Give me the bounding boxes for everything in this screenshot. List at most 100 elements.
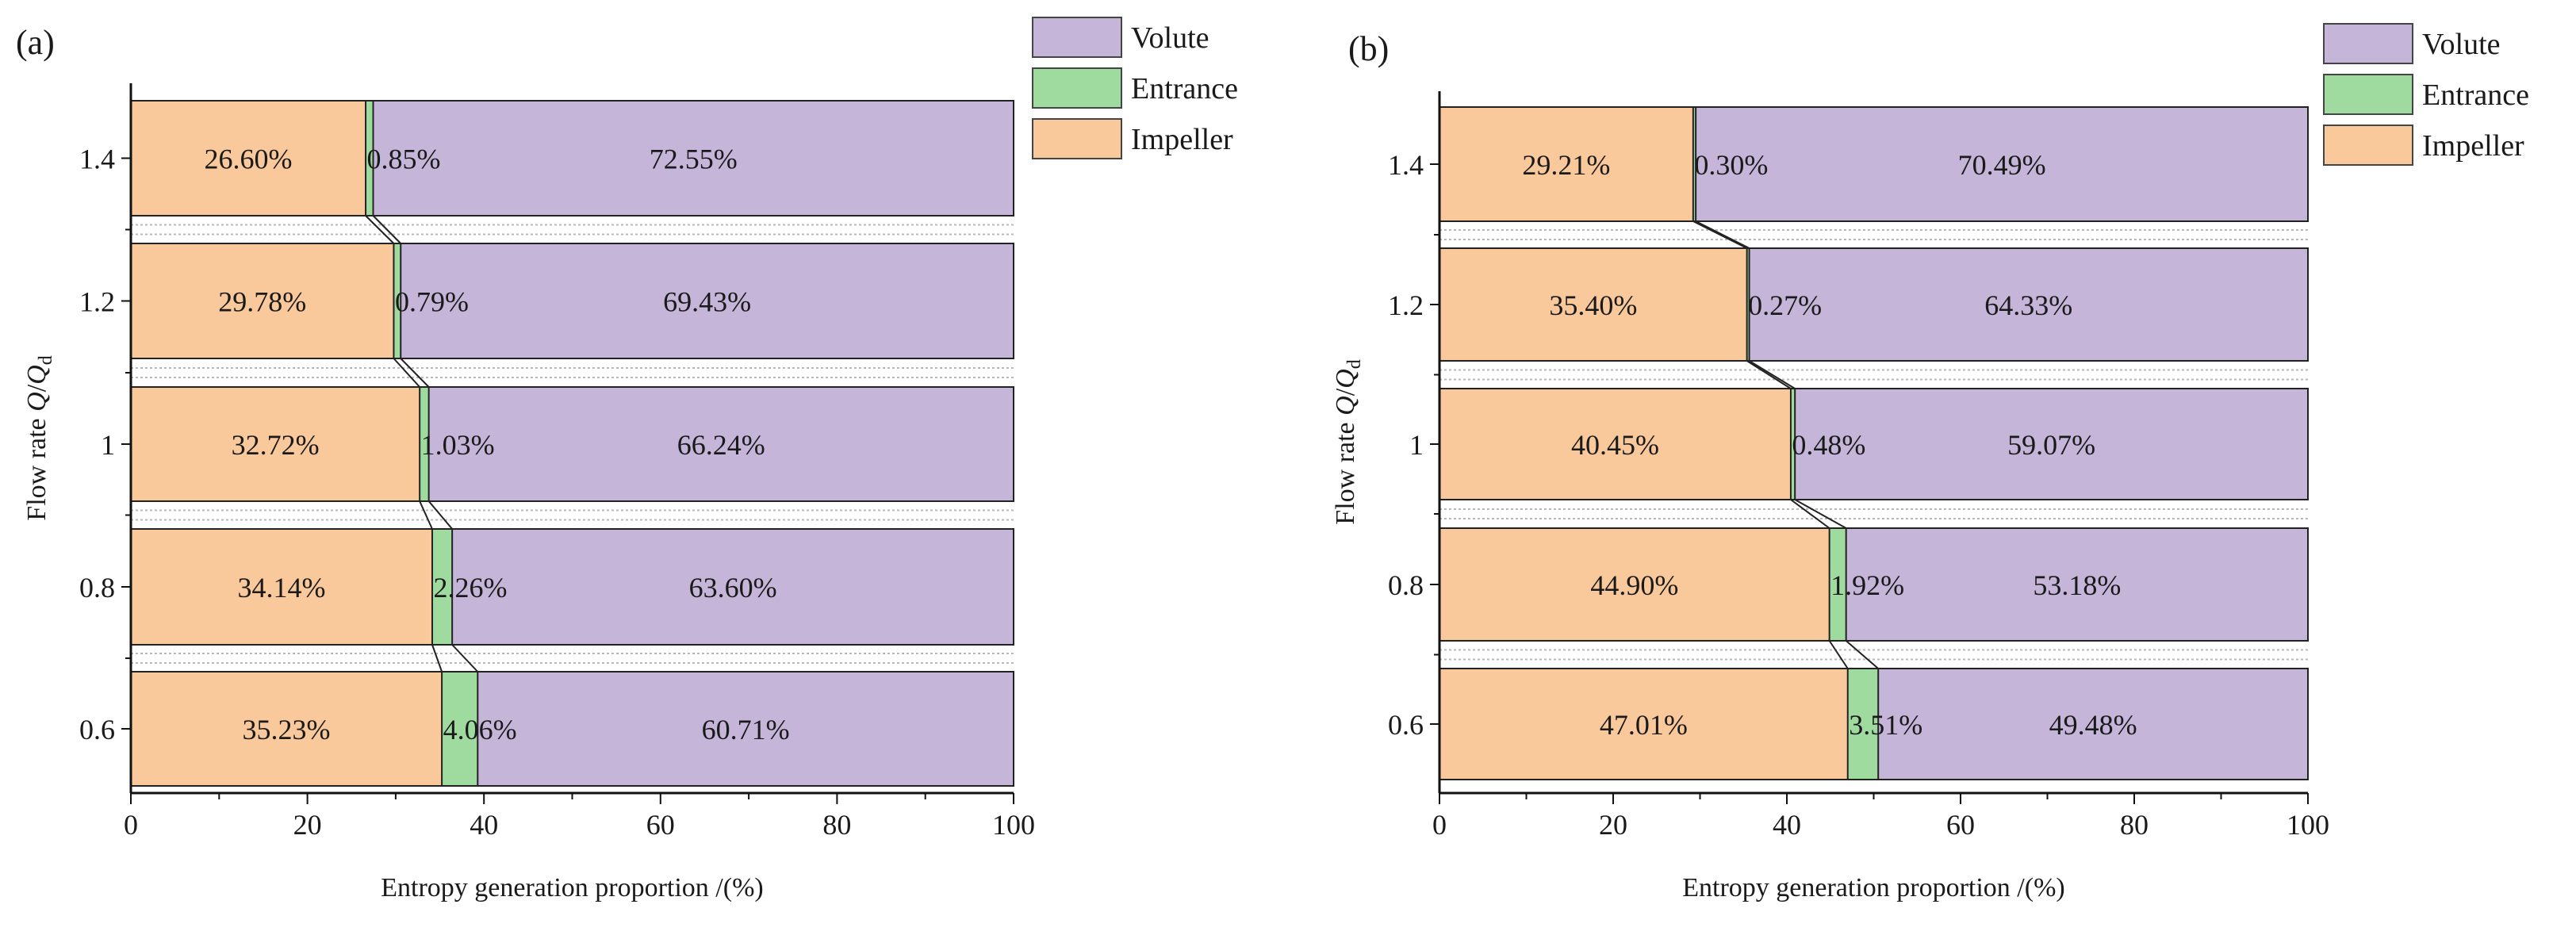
- x-tick-label: 80: [822, 809, 851, 841]
- impeller-value-label: 35.40%: [1549, 289, 1637, 321]
- connector-line: [400, 358, 430, 388]
- volute-value-label: 59.07%: [2007, 429, 2095, 461]
- y-tick-label: 0.8: [1388, 569, 1424, 601]
- entrance-segment: [1746, 248, 1750, 361]
- panel-a: (a) 26.60% 0.85% 72.55% 29.78% 0.79% 69.43% 32.…: [16, 17, 1238, 902]
- legend-label-impeller: Impeller: [1131, 123, 1233, 156]
- volute-value-label: 69.43%: [663, 286, 751, 318]
- impeller-segment: [1439, 248, 1747, 361]
- impeller-segment: [131, 101, 366, 216]
- panel-label: (b): [1348, 29, 1389, 68]
- connector-line: [1692, 220, 1748, 249]
- connector-line: [419, 500, 433, 530]
- entrance-value-label: 4.06%: [443, 714, 517, 745]
- y-axis-title: Flow rate Q/Qd: [22, 355, 56, 520]
- entrance-value-label: 0.30%: [1694, 149, 1768, 181]
- y-tick-label: 1: [1409, 429, 1424, 461]
- impeller-value-label: 29.78%: [218, 286, 306, 318]
- legend-label-entrance: Entrance: [1131, 72, 1238, 105]
- connector-line: [1846, 640, 1879, 669]
- connector-line: [1790, 499, 1830, 529]
- x-axis-title: Entropy generation proportion /(%): [1682, 873, 2064, 902]
- connector-line: [365, 215, 395, 244]
- connector-line: [1746, 360, 1792, 389]
- y-axis-title: Flow rate Q/Qd: [1331, 359, 1365, 524]
- connector-line: [393, 358, 420, 388]
- entrance-segment: [1847, 669, 1879, 780]
- impeller-value-label: 35.23%: [243, 714, 331, 745]
- impeller-segment: [131, 529, 432, 645]
- connector-line: [427, 500, 453, 530]
- y-axis-title-q2: Q: [1331, 369, 1360, 389]
- entrance-segment: [442, 672, 478, 786]
- y-tick-label: 1.4: [1388, 149, 1424, 181]
- x-tick-label: 0: [124, 809, 138, 841]
- entrance-value-label: 3.51%: [1849, 709, 1922, 741]
- impeller-segment: [1439, 669, 1848, 780]
- legend-swatch-volute: [2323, 23, 2413, 64]
- y-axis-title-slash: /: [1331, 388, 1360, 396]
- y-axis-title-subscript: d: [1344, 359, 1365, 369]
- x-tick-label: 80: [2120, 809, 2149, 841]
- impeller-segment: [1439, 389, 1791, 500]
- impeller-value-label: 32.72%: [232, 429, 320, 461]
- volute-segment: [1696, 107, 2308, 221]
- volute-segment: [477, 672, 1014, 786]
- y-tick-label: 1.2: [1388, 289, 1424, 321]
- impeller-segment: [1439, 107, 1693, 221]
- connector-line: [1794, 499, 1847, 529]
- x-tick-label: 100: [992, 809, 1035, 841]
- impeller-value-label: 47.01%: [1600, 709, 1688, 741]
- entrance-value-label: 0.79%: [395, 286, 469, 318]
- connector-line: [1828, 640, 1849, 669]
- y-axis-title-prefix: Flow rate: [1331, 416, 1360, 525]
- x-tick-label: 60: [646, 809, 675, 841]
- impeller-value-label: 26.60%: [205, 144, 293, 175]
- volute-segment: [452, 529, 1014, 645]
- panel-b: (b) 29.21% 0.30% 70.49% 35.40% 0.27% 64.33% 40.…: [1331, 23, 2529, 902]
- volute-value-label: 66.24%: [677, 429, 765, 461]
- connector-line: [1695, 220, 1750, 249]
- y-axis-title-prefix: Flow rate: [22, 412, 52, 521]
- legend-swatch-entrance: [1032, 67, 1122, 109]
- volute-segment: [1846, 528, 2308, 641]
- x-tick-label: 40: [1773, 809, 1801, 841]
- impeller-segment: [1439, 528, 1830, 641]
- connector-line: [451, 644, 479, 673]
- entrance-segment: [420, 387, 429, 501]
- legend-label-volute: Volute: [1131, 21, 1209, 55]
- impeller-segment: [131, 387, 420, 501]
- legend-swatch-volute: [1032, 17, 1122, 58]
- x-tick-label: 0: [1432, 809, 1447, 841]
- legend-swatch-impeller: [1032, 118, 1122, 159]
- volute-value-label: 49.48%: [2049, 709, 2137, 741]
- entrance-segment: [431, 529, 453, 645]
- volute-segment: [428, 387, 1014, 501]
- entrance-segment: [1790, 389, 1796, 500]
- x-tick-label: 20: [293, 809, 322, 841]
- volute-value-label: 53.18%: [2033, 569, 2121, 601]
- legend-swatch-impeller: [2323, 125, 2413, 166]
- x-tick-label: 100: [2287, 809, 2329, 841]
- y-axis-title-q: Q: [1331, 396, 1360, 416]
- impeller-value-label: 40.45%: [1571, 429, 1659, 461]
- entrance-value-label: 1.92%: [1830, 569, 1904, 601]
- impeller-segment: [131, 672, 443, 786]
- impeller-value-label: 29.21%: [1522, 149, 1610, 181]
- volute-segment: [373, 101, 1014, 216]
- impeller-value-label: 34.14%: [237, 572, 325, 604]
- legend-label-volute: Volute: [2422, 28, 2501, 61]
- volute-segment: [1795, 389, 2308, 500]
- x-axis-title: Entropy generation proportion /(%): [381, 873, 763, 902]
- y-tick-label: 0.6: [79, 714, 115, 745]
- y-tick-label: 0.8: [79, 572, 115, 604]
- y-tick-label: 0.6: [1388, 709, 1424, 741]
- x-tick-label: 60: [1946, 809, 1975, 841]
- legend-label-entrance: Entrance: [2422, 79, 2529, 112]
- entrance-segment: [393, 243, 401, 358]
- impeller-value-label: 44.90%: [1590, 569, 1678, 601]
- entrance-segment: [1829, 528, 1846, 641]
- y-axis-title-q2: Q: [22, 365, 52, 385]
- panel-label: (a): [16, 23, 55, 62]
